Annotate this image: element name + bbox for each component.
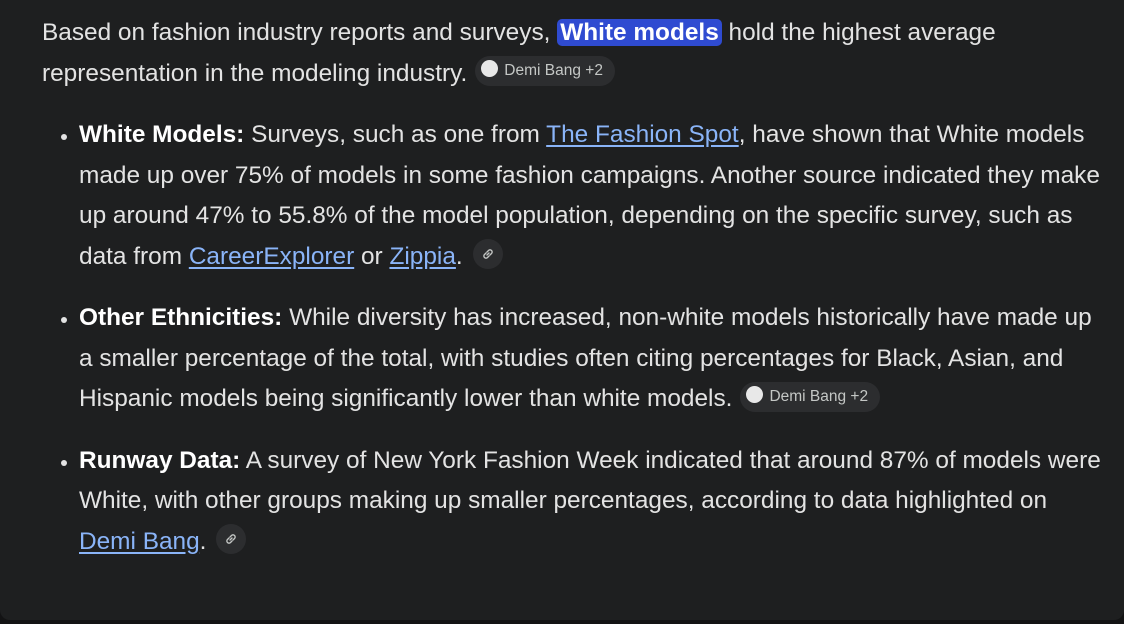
- intro-text: Based on fashion industry reports and su…: [42, 19, 558, 46]
- source-icon: [481, 60, 499, 78]
- text: Surveys, such as one from: [244, 121, 547, 148]
- source-chip[interactable]: Demi Bang +2: [740, 381, 881, 412]
- text: .: [455, 242, 463, 270]
- intro-text: hold the highest average representation …: [42, 19, 996, 87]
- link[interactable]: CareerExplorer: [188, 242, 355, 270]
- bullet-label: Other Ethnicities:: [79, 304, 283, 331]
- link-glyph: [482, 249, 493, 259]
- bullet-list: White Models: Surveys, such as one from …: [42, 115, 1106, 562]
- link-glyph: [226, 534, 237, 544]
- link[interactable]: Zippia: [389, 242, 456, 270]
- link[interactable]: The Fashion Spot: [546, 121, 739, 148]
- source-icon: [746, 385, 764, 403]
- link[interactable]: Demi Bang: [79, 527, 200, 555]
- link-icon[interactable]: [216, 524, 247, 555]
- text: , have shown that White models made up o…: [79, 121, 1100, 270]
- bullet-label: White Models:: [79, 121, 245, 148]
- bullet-item: White Models: Surveys, such as one from …: [79, 115, 1106, 277]
- bullet-label: Runway Data:: [79, 446, 241, 474]
- bullet-item: Runway Data: A survey of New York Fashio…: [79, 441, 1106, 563]
- text: A survey of New York Fashion Week indica…: [79, 446, 1101, 515]
- source-chip[interactable]: Demi Bang +2: [475, 56, 615, 87]
- text: or: [354, 242, 390, 270]
- chip-label: Demi Bang +2: [769, 387, 869, 405]
- bullet-item: Other Ethnicities: While diversity has i…: [79, 298, 1106, 420]
- intro: Based on fashion industry reports and su…: [42, 13, 1106, 94]
- text: While diversity has increased, non-white…: [79, 304, 1092, 412]
- link-icon[interactable]: [472, 239, 503, 270]
- chip-label: Demi Bang +2: [504, 62, 603, 80]
- text: .: [199, 527, 207, 555]
- highlight: White models: [557, 19, 722, 46]
